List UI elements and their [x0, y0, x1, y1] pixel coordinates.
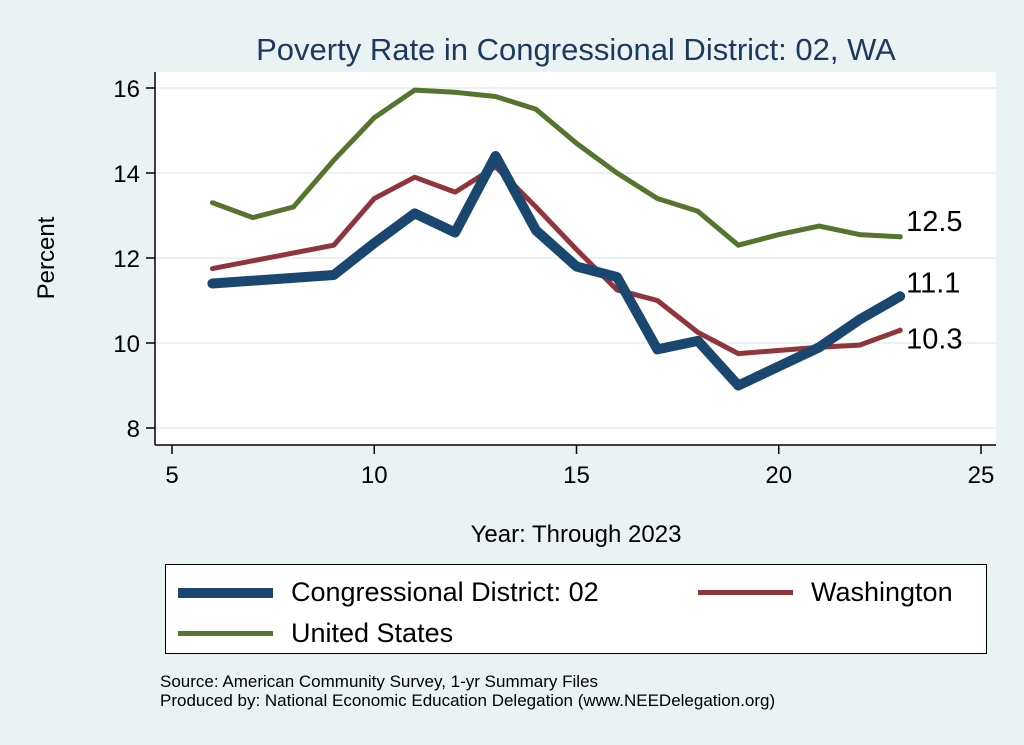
legend-item-washington: Washington	[698, 577, 953, 608]
chart-title: Poverty Rate in Congressional District: …	[256, 32, 896, 67]
legend-label-washington: Washington	[811, 577, 953, 607]
series-line-district	[207, 151, 906, 391]
source-line: Source: American Community Survey, 1-yr …	[160, 672, 599, 691]
y-tick-label: 14	[113, 161, 140, 188]
x-tick-label: 10	[361, 462, 388, 489]
x-tick-label: 25	[968, 462, 995, 489]
end-value-label: 10.3	[906, 323, 962, 355]
y-tick-label: 10	[113, 331, 140, 358]
legend-label-united-states: United States	[291, 618, 454, 648]
legend-swatch-district	[178, 587, 273, 598]
end-point-marker	[897, 327, 903, 333]
series-line-washington	[209, 164, 903, 357]
legend-swatch-washington	[698, 590, 793, 595]
legend-label-district: Congressional District: 02	[291, 577, 599, 607]
legend-item-district: Congressional District: 02	[178, 577, 599, 608]
y-tick-label: 8	[127, 416, 140, 443]
legend-item-united-states: United States	[178, 618, 453, 649]
x-tick-label: 15	[563, 462, 590, 489]
x-tick-label: 5	[165, 462, 178, 489]
legend: Congressional District: 02 Washington Un…	[165, 564, 987, 654]
y-tick-label: 16	[113, 76, 140, 103]
end-value-label: 11.1	[906, 267, 960, 299]
end-point-marker	[897, 293, 903, 299]
series-line-united-states	[209, 87, 903, 248]
end-value-label: 12.5	[906, 206, 962, 238]
source-note: Source: American Community Survey, 1-yr …	[160, 672, 775, 710]
end-point-marker	[897, 234, 903, 240]
y-axis-label: Percent	[33, 216, 60, 299]
producer-line: Produced by: National Economic Education…	[160, 691, 776, 710]
x-tick-label: 20	[765, 462, 792, 489]
y-tick-label: 12	[113, 246, 140, 273]
legend-swatch-united-states	[178, 631, 273, 636]
x-axis-label: Year: Through 2023	[471, 521, 682, 548]
poverty-line-chart: Poverty Rate in Congressional District: …	[33, 32, 996, 548]
